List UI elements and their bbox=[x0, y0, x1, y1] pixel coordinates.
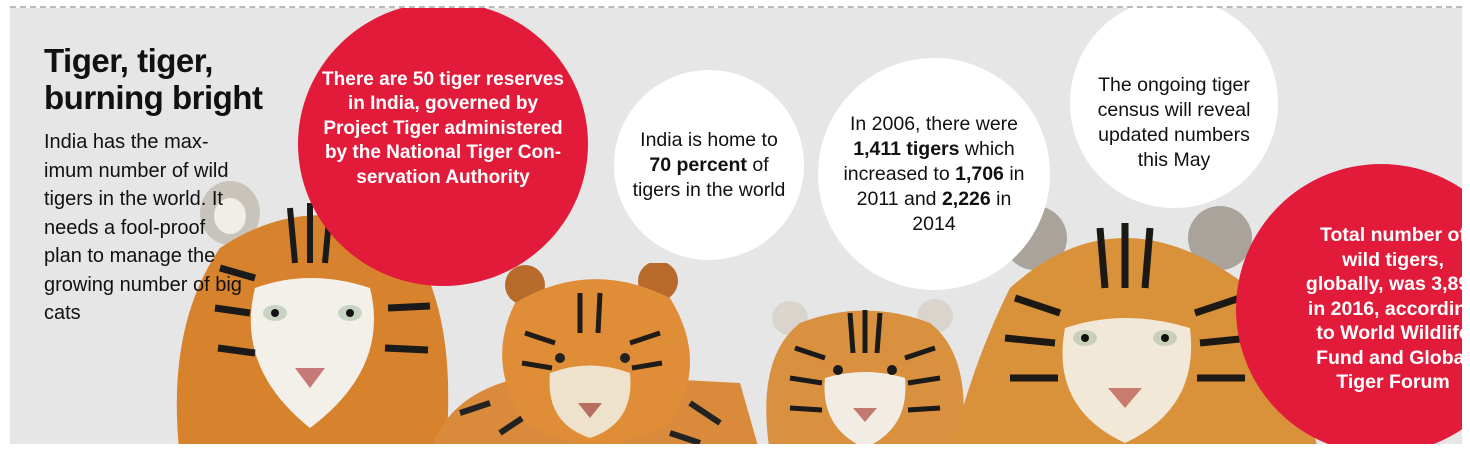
count-2006: 1,411 tigers bbox=[853, 137, 960, 160]
infographic-panel: There are 50 tiger reserves in India, go… bbox=[10, 8, 1462, 444]
census-bubble: The ongoing tiger census will reveal upd… bbox=[1070, 8, 1278, 208]
intro-text: India has the max-imum number of wild ti… bbox=[44, 131, 242, 324]
tiger-photo-4 bbox=[953, 206, 1317, 444]
tiger-photo-3 bbox=[766, 299, 964, 444]
india-share-text: India is home to 70 percent of tigers in… bbox=[632, 128, 786, 201]
page-title: Tiger, tiger, burning bright bbox=[44, 42, 263, 116]
global-count-text: Total number of wild tigers, globally, w… bbox=[1305, 224, 1462, 394]
count-2011: 1,706 bbox=[955, 162, 1004, 185]
census-text: The ongoing tiger census will reveal upd… bbox=[1097, 74, 1251, 171]
top-divider bbox=[10, 6, 1462, 8]
global-count-bubble: Total number of wild tigers, globally, w… bbox=[1236, 164, 1462, 444]
title-line-2: burning bright bbox=[44, 79, 263, 116]
title-line-1: Tiger, tiger, bbox=[44, 42, 213, 79]
percent-highlight: 70 percent bbox=[649, 153, 747, 176]
tiger-growth-bubble: In 2006, there were 1,411 tigers which i… bbox=[818, 58, 1050, 290]
tiger-reserves-bubble: There are 50 tiger reserves in India, go… bbox=[298, 8, 588, 286]
count-2014: 2,226 bbox=[941, 187, 991, 210]
india-share-bubble: India is home to 70 percent of tigers in… bbox=[614, 70, 804, 260]
tiger-growth-text: In 2006, there were 1,411 tigers which i… bbox=[843, 112, 1025, 235]
tiger-photo-2 bbox=[433, 263, 758, 444]
tiger-reserves-text: There are 50 tiger reserves in India, go… bbox=[322, 68, 564, 188]
